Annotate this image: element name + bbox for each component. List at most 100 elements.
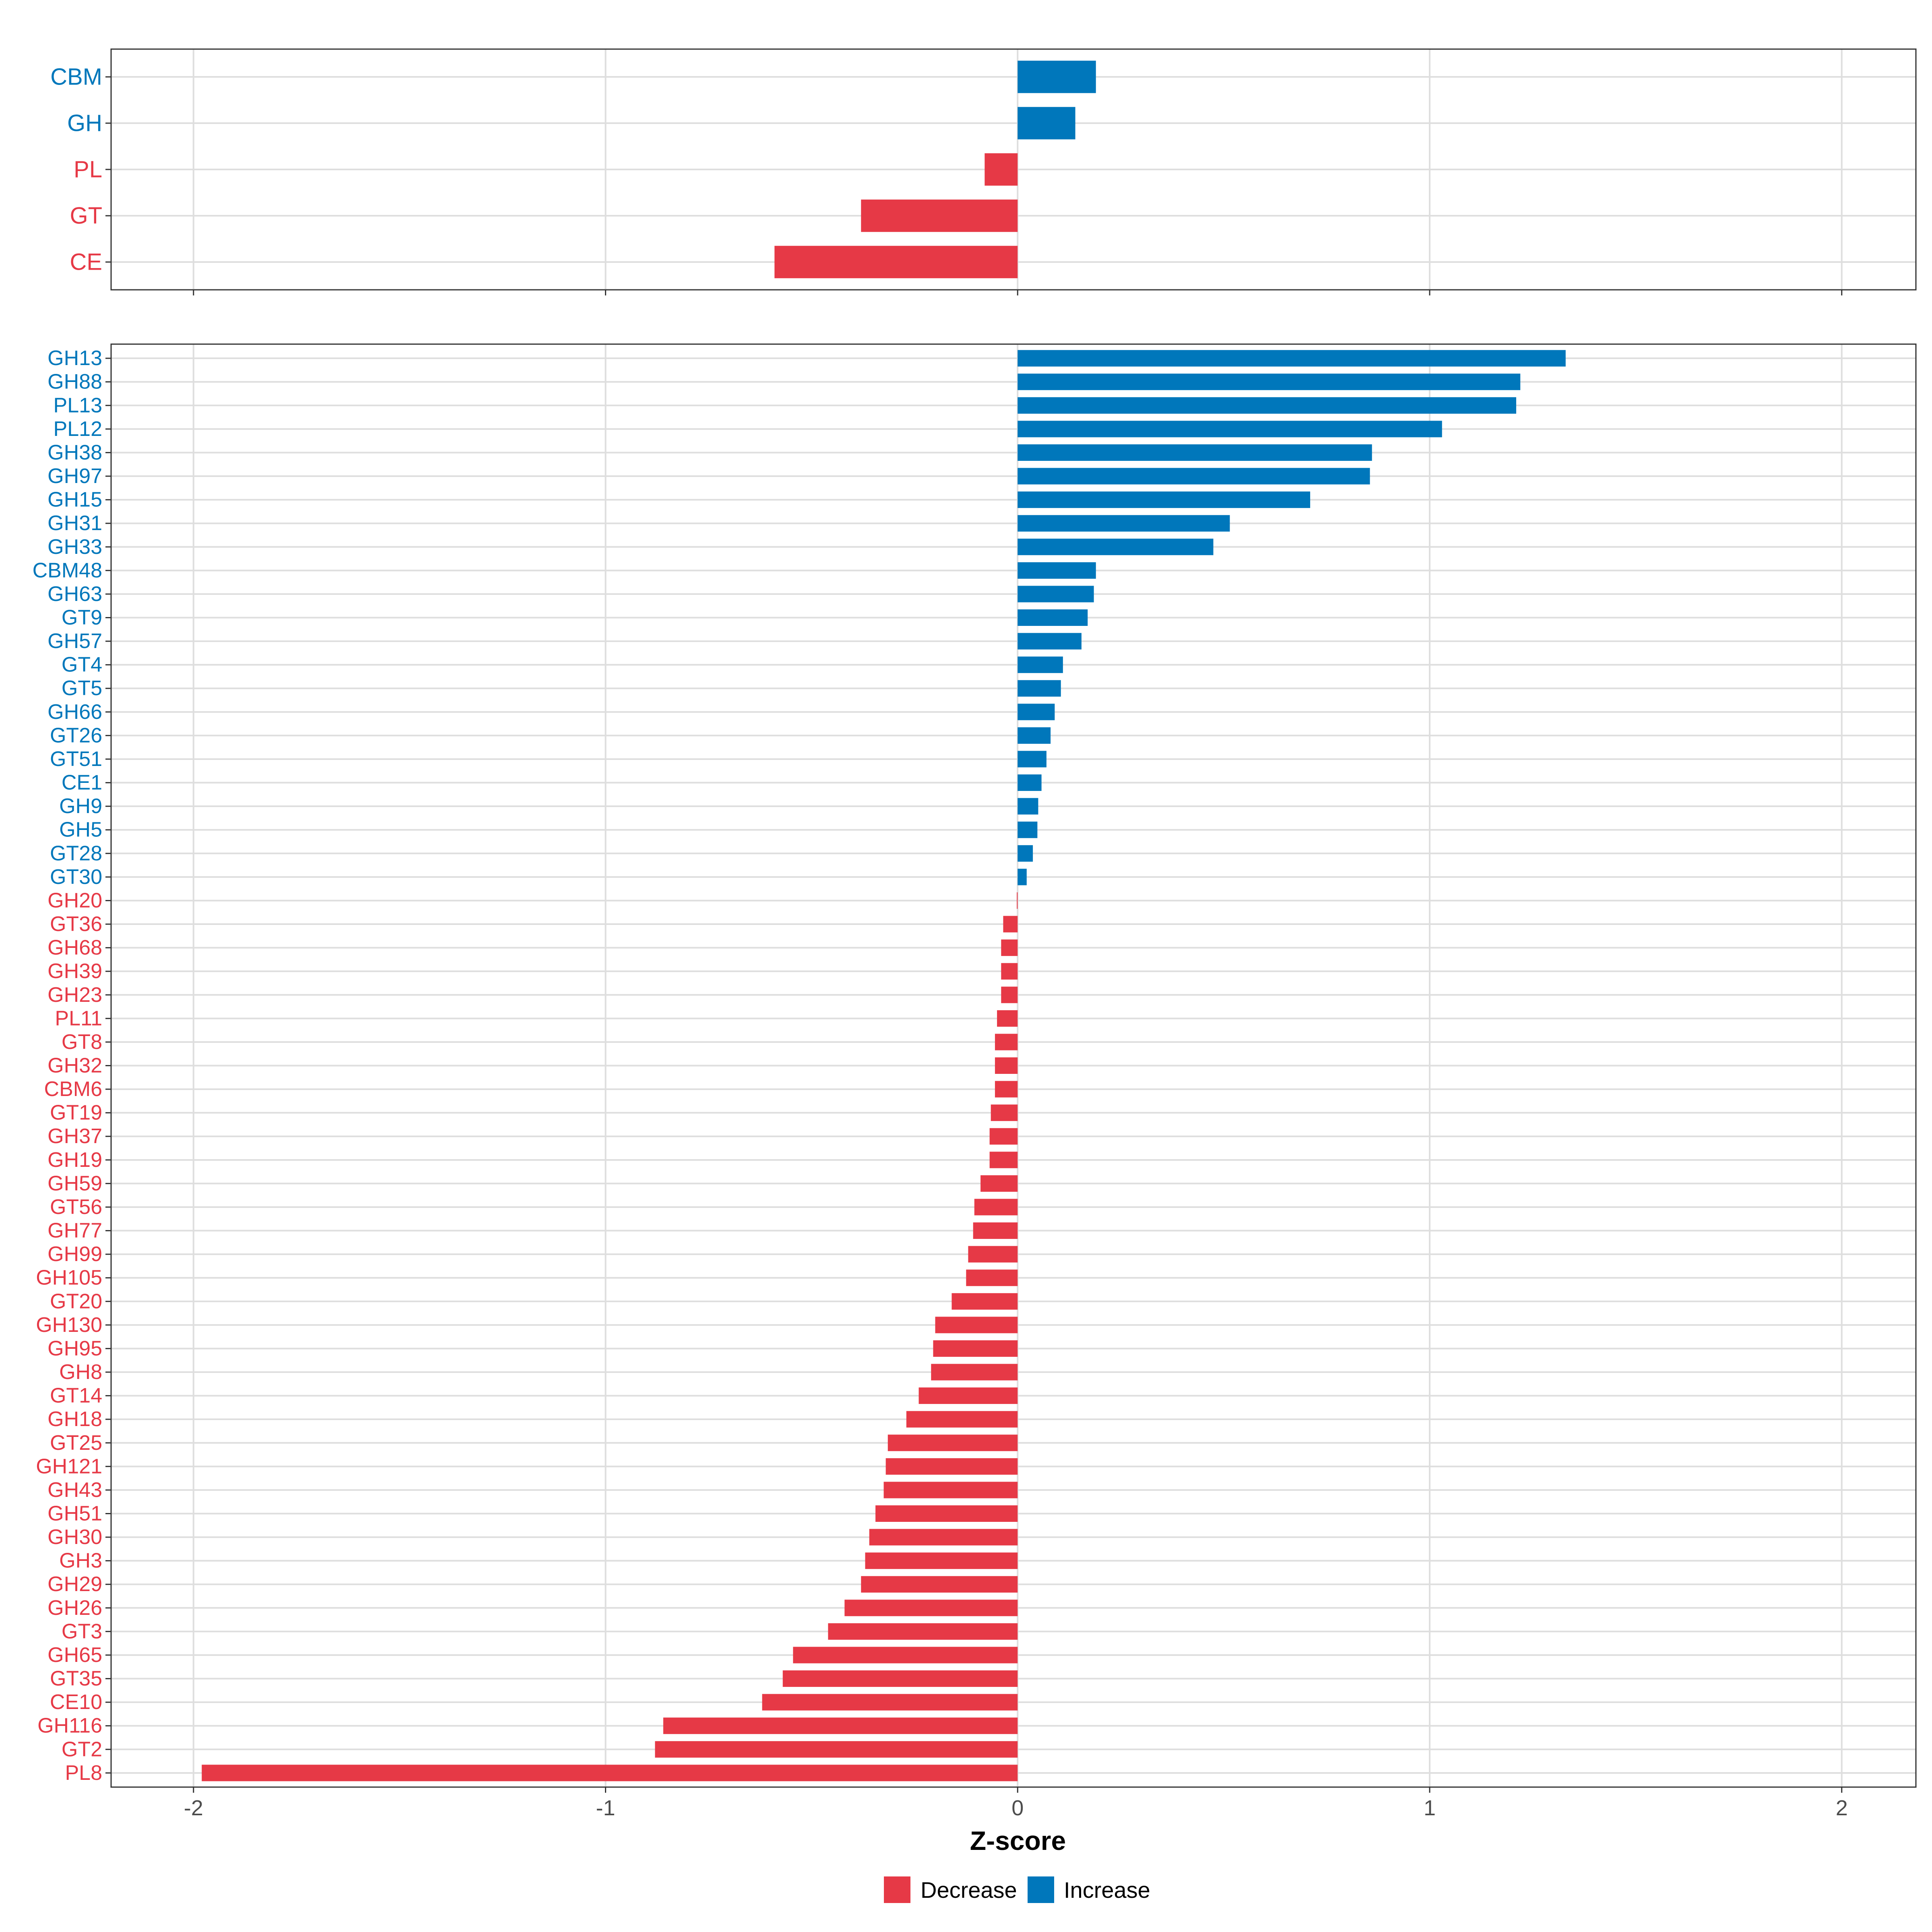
bottom-bar-ce10 [762, 1694, 1018, 1711]
bottom-category-label-gh8: GH8 [59, 1360, 102, 1384]
bottom-bar-gh32 [995, 1057, 1018, 1074]
bottom-category-label-gh116: GH116 [37, 1714, 102, 1738]
legend-label-decrease: Decrease [921, 1877, 1017, 1903]
bottom-bar-gh68 [1001, 939, 1018, 956]
bottom-category-label-pl8: PL8 [65, 1761, 102, 1785]
bottom-category-label-gt19: GT19 [50, 1101, 102, 1125]
bottom-bar-cbm48 [1018, 562, 1096, 579]
bottom-bar-gt20 [952, 1293, 1018, 1310]
bottom-category-label-gt56: GT56 [50, 1195, 102, 1219]
bottom-category-label-gt14: GT14 [50, 1384, 102, 1408]
bottom-bar-gt9 [1018, 609, 1088, 626]
bottom-category-label-gh30: GH30 [47, 1525, 102, 1549]
bottom-category-label-ce1: CE1 [62, 771, 102, 795]
bottom-category-label-gh97: GH97 [47, 464, 102, 488]
legend: Decrease Increase [884, 1876, 1150, 1903]
bottom-category-label-gh3: GH3 [59, 1549, 102, 1573]
bottom-category-label-gh121: GH121 [36, 1455, 102, 1478]
bottom-bar-gh26 [844, 1600, 1018, 1616]
bottom-category-label-gh26: GH26 [47, 1596, 102, 1620]
bottom-bar-gt26 [1018, 727, 1051, 744]
bottom-bar-gh88 [1018, 374, 1521, 390]
bottom-bar-gt28 [1018, 845, 1033, 862]
bottom-category-label-cbm48: CBM48 [33, 559, 102, 582]
bottom-category-label-gh43: GH43 [47, 1478, 102, 1502]
bottom-category-label-gh33: GH33 [47, 535, 102, 559]
bottom-bar-pl13 [1018, 397, 1516, 414]
bottom-category-label-gh99: GH99 [47, 1243, 102, 1266]
bottom-category-label-gh23: GH23 [47, 983, 102, 1007]
bottom-bar-gt51 [1018, 751, 1046, 768]
bottom-bar-gh65 [793, 1647, 1018, 1664]
bottom-category-label-gh31: GH31 [47, 512, 102, 535]
bottom-bar-gh130 [935, 1317, 1018, 1333]
bottom-category-label-gh15: GH15 [47, 488, 102, 512]
bottom-bar-gh77 [973, 1222, 1018, 1239]
bottom-bar-gh33 [1018, 539, 1214, 555]
bottom-category-label-gh13: GH13 [47, 347, 102, 370]
legend-item-increase: Increase [1028, 1876, 1150, 1903]
bottom-category-label-gh39: GH39 [47, 960, 102, 983]
bottom-category-label-gt4: GT4 [62, 653, 102, 677]
x-tick-label-1: 1 [1424, 1796, 1436, 1820]
legend-item-decrease: Decrease [884, 1876, 1017, 1903]
x-tick-label-2: 2 [1836, 1796, 1848, 1820]
bottom-bar-gh63 [1018, 586, 1094, 603]
top-category-label-ce: CE [70, 249, 102, 275]
top-bar-gh [1018, 107, 1075, 140]
bottom-bar-gh8 [931, 1364, 1018, 1381]
bottom-bar-gh13 [1018, 350, 1566, 367]
bottom-category-label-gh88: GH88 [47, 370, 102, 394]
bottom-bar-gt30 [1018, 869, 1027, 886]
top-panel: CBM GH PL GT CE [50, 48, 1917, 295]
bottom-category-label-gt28: GT28 [50, 842, 102, 865]
bottom-bar-gh39 [1001, 963, 1018, 980]
bottom-category-label-gh68: GH68 [47, 936, 102, 960]
top-panel-x-ticks [193, 290, 1843, 295]
x-axis-title: Z-score [970, 1826, 1066, 1856]
bottom-panel: GH13GH88PL13PL12GH38GH97GH15GH31GH33CBM4… [33, 343, 1917, 1820]
bottom-bar-pl11 [997, 1010, 1018, 1027]
bottom-bar-gh59 [980, 1175, 1018, 1192]
bottom-bar-gh38 [1018, 444, 1372, 461]
bottom-bar-ce1 [1018, 774, 1042, 791]
bottom-bar-gh18 [906, 1411, 1018, 1428]
bottom-category-label-gt2: GT2 [62, 1738, 102, 1761]
bottom-category-label-gh95: GH95 [47, 1337, 102, 1360]
bottom-bar-gh19 [989, 1152, 1018, 1168]
bottom-category-label-gt9: GT9 [62, 606, 102, 630]
bottom-category-label-gh29: GH29 [47, 1573, 102, 1596]
bottom-bar-pl8 [202, 1765, 1018, 1781]
bottom-category-label-gt35: GT35 [50, 1667, 102, 1690]
bottom-category-label-gt3: GT3 [62, 1620, 102, 1643]
bottom-bar-gh30 [869, 1529, 1018, 1546]
bottom-category-label-gh20: GH20 [47, 889, 102, 912]
bottom-category-label-gh66: GH66 [47, 700, 102, 724]
top-panel-bars [774, 60, 1096, 279]
bottom-category-label-gh51: GH51 [47, 1502, 102, 1525]
bottom-bar-gh121 [886, 1458, 1018, 1475]
bottom-category-label-gh77: GH77 [47, 1219, 102, 1243]
top-category-label-gt: GT [70, 203, 102, 229]
top-bar-gt [861, 199, 1018, 232]
bottom-category-label-gh18: GH18 [47, 1408, 102, 1431]
bottom-bar-gt8 [995, 1034, 1018, 1051]
bottom-bar-gt2 [655, 1741, 1018, 1758]
bottom-category-label-gh38: GH38 [47, 441, 102, 464]
bottom-category-label-ce10: CE10 [50, 1690, 102, 1714]
bottom-bar-gh99 [968, 1246, 1018, 1263]
bottom-bar-cbm6 [995, 1081, 1018, 1098]
bottom-category-label-gh32: GH32 [47, 1054, 102, 1077]
x-tick-label--1: -1 [596, 1796, 615, 1820]
bottom-bar-gh116 [663, 1717, 1018, 1734]
top-category-label-cbm: CBM [50, 64, 102, 90]
bottom-bar-gh43 [883, 1482, 1018, 1499]
bottom-bar-gt14 [919, 1387, 1018, 1404]
bottom-category-label-gh57: GH57 [47, 630, 102, 653]
top-bar-cbm [1018, 60, 1096, 93]
bottom-bar-gt25 [888, 1435, 1018, 1451]
bottom-bar-gh105 [966, 1269, 1018, 1286]
bottom-category-label-gt5: GT5 [62, 677, 102, 700]
bottom-bar-gt35 [782, 1670, 1018, 1687]
legend-label-increase: Increase [1064, 1877, 1150, 1903]
